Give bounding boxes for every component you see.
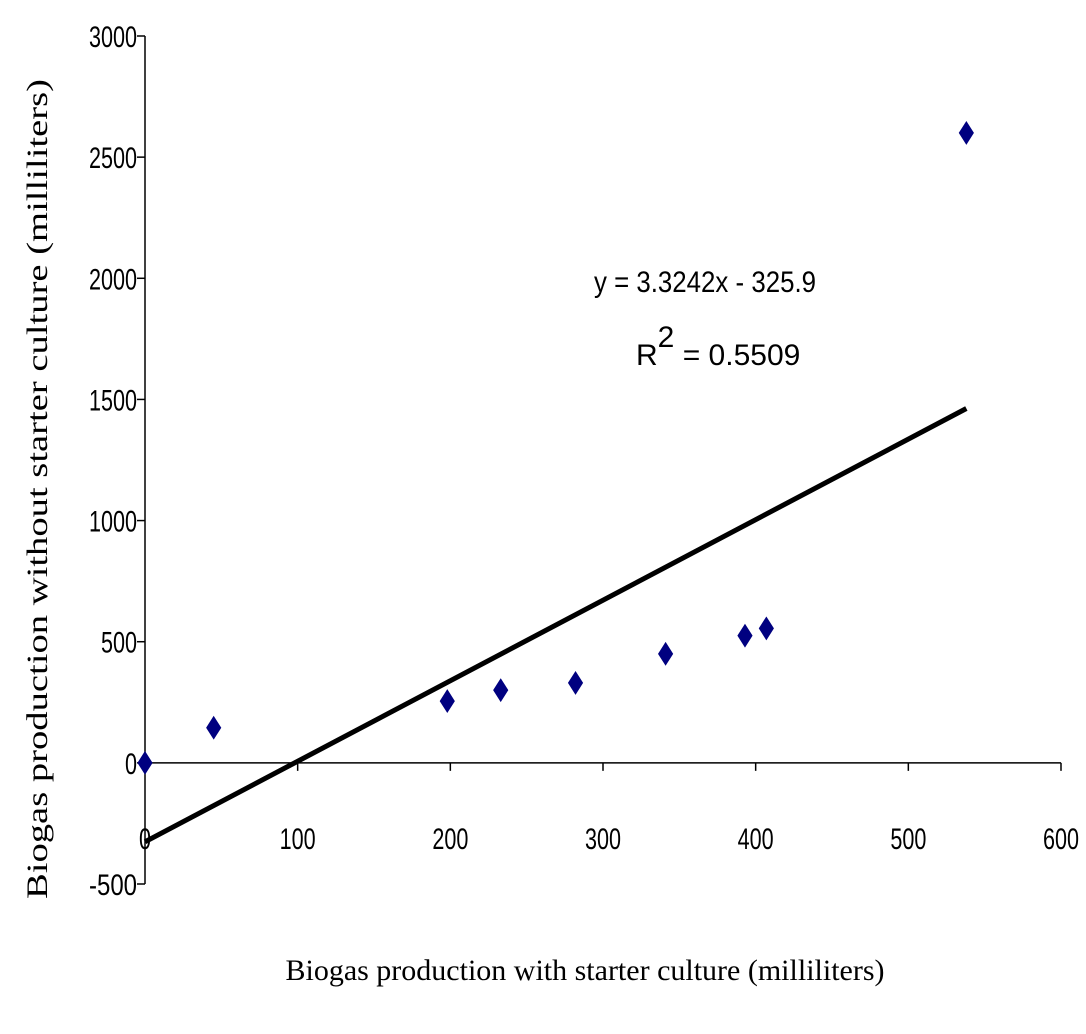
data-point: [958, 120, 974, 145]
x-tick-label: 500: [890, 823, 926, 856]
y-tick-label: 500: [101, 627, 137, 660]
x-tick-label: 200: [432, 823, 468, 856]
y-tick-label: -500: [89, 869, 137, 902]
data-point: [493, 678, 509, 703]
data-point: [137, 750, 153, 775]
r-squared-label: R2 = 0.5509: [636, 321, 800, 372]
data-point: [206, 715, 222, 740]
data-point: [439, 689, 455, 714]
axes-layer: -500050010001500200025003000010020030040…: [89, 21, 1079, 902]
data-point: [658, 641, 674, 666]
trendline-layer: [143, 406, 968, 845]
trendline: [143, 406, 968, 845]
y-tick-label: 1500: [89, 384, 137, 417]
y-tick-label: 2000: [89, 263, 137, 296]
data-point: [567, 670, 584, 695]
trendline-equation: y = 3.3242x - 325.9: [594, 266, 816, 299]
labels-layer: y = 3.3242x - 325.9 R2 = 0.5509 Biogas p…: [21, 79, 885, 987]
x-tick-label: 600: [1043, 823, 1079, 856]
y-axis-title: Biogas production without starter cultur…: [21, 79, 54, 899]
data-points-layer: [137, 120, 974, 775]
r-squared-prefix: R: [636, 339, 658, 372]
x-axis-title: Biogas production with starter culture (…: [285, 954, 884, 987]
x-tick-label: 300: [585, 823, 621, 856]
x-tick-label: 100: [280, 823, 316, 856]
y-tick-label: 1000: [89, 506, 137, 539]
y-tick-label: 2500: [89, 142, 137, 175]
data-point: [737, 623, 753, 648]
r-squared-value: = 0.5509: [674, 339, 800, 372]
r-squared-superscript: 2: [658, 321, 675, 354]
y-tick-label: 3000: [89, 21, 137, 54]
y-tick-label: 0: [125, 748, 137, 781]
x-tick-label: 400: [738, 823, 774, 856]
data-point: [758, 616, 774, 641]
